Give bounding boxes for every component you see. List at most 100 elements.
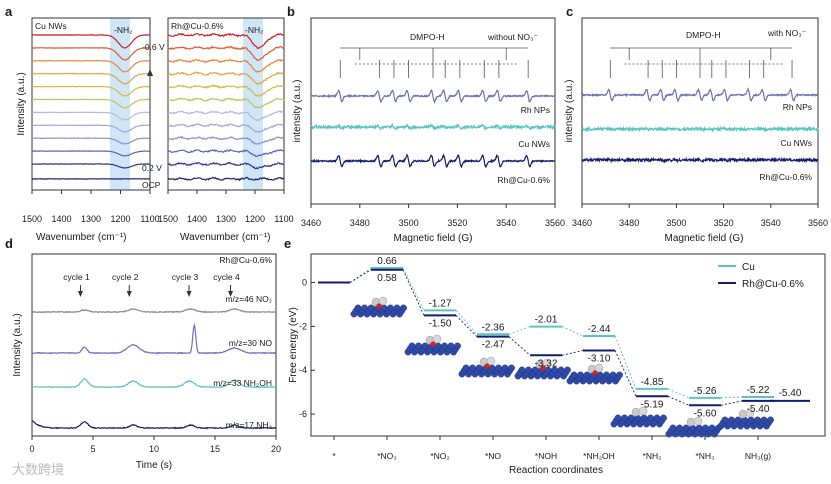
epr-tick-label-3520: 3520 [714,218,734,228]
energy-label-0-5: -2.44 [588,324,611,335]
b-xlabel: Magnetic field (G) [394,233,473,244]
slab-atom [421,342,429,350]
slab-atom [488,364,496,372]
plot-frame-c [581,17,819,205]
ftir-trace-7 [31,124,151,133]
slab-atom [570,371,578,379]
slab-atom [621,414,628,422]
slab-atom [367,304,375,312]
annot-ocp: OCP [142,180,161,190]
energy-label-1-8: -5.40 [747,404,770,415]
ftir-trace-2 [167,58,285,74]
c-legend-rh-nps: Rh NPs [783,102,812,112]
connector-0-5 [614,335,637,390]
slab-atom [747,416,755,424]
d-tick-label-10: 10 [149,444,159,454]
e-energy-labels: 0.66 -1.27 -2.36 -2.01 -2.44 -4.85 -5.26 -5.22 0… [377,256,802,419]
panel-label-e: e [284,236,291,251]
d-xlabel: Time (s) [136,460,172,471]
panel-a: Cu NWs -NH₂ Rh@Cu-0.6% -NH₂ -0.6 V 0.2 V… [16,17,294,243]
d-label-nh2oh: m/z=33 NH₂OH [213,378,272,388]
slab-atom [518,366,526,374]
e-xtick-label-5: *NH₂OH [583,451,615,461]
energy-label-1-6: -5.19 [641,399,664,410]
b-stick-diagram [339,47,529,78]
epr-tick-label-3480: 3480 [619,218,639,228]
slab-atom [583,371,591,379]
cycle-arrowhead-3 [186,291,192,297]
a-right-tick-label-1100: 1100 [274,214,293,224]
ms-trace-3 [31,419,277,430]
a-right-x-ticks: 1500 1400 1300 1200 1100 [158,190,294,224]
panel-label-c: c [566,4,573,19]
slab-atom [441,342,448,350]
potential-arrowhead [147,69,153,76]
e-ylabel: Free energy (eV) [288,307,299,383]
slab-atom [603,371,610,379]
e-ytick-label--2: -2 [299,321,307,331]
b-legend-rh-cu: Rh@Cu-0.6% [497,175,550,185]
panel-d: Rh@Cu-0.6% cycle 1 cycle 2 cycle 3 cycle 4 … [12,253,281,471]
slab-atom [564,366,571,374]
slab-atom [454,342,461,350]
energy-label-0-8: -5.22 [747,385,770,396]
a-left-tick-label-1400: 1400 [51,214,71,224]
connector-0-3 [508,326,531,335]
connector-1-6 [667,395,690,406]
slab-atom [596,371,604,379]
e-ytick-label--4: -4 [299,365,307,375]
a-right-tick-label-1300: 1300 [216,214,236,224]
e-catalyst-slabs [350,296,774,438]
connector-0-4 [561,326,584,337]
cycle-arrowhead-2 [126,291,132,297]
ftir-trace-7 [167,122,285,134]
d-tick-label-15: 15 [210,444,220,454]
e-xtick-label-6: *NH₂ [643,451,662,461]
e-xtick-label-8: NH₃(g) [745,451,771,461]
a-right-band-label: -NH₂ [245,25,263,35]
a-left-tick-label-1100: 1100 [140,214,159,224]
ftir-trace-0 [167,32,285,50]
energy-label-0-6: -4.85 [641,377,664,388]
slab-atom [627,414,635,422]
adsorbate-atom [631,407,641,417]
a-right-traces [167,32,285,182]
annot-0.2v: 0.2 V [142,163,162,173]
a-right-tick-label-1400: 1400 [187,214,207,224]
ftir-trace-8 [31,137,151,145]
adsorbate-atom [693,416,703,426]
e-xtick-label-2: *NO₂ [430,451,449,461]
slab-atom [647,414,654,422]
d-tick-label-5: 5 [90,444,95,454]
ms-trace-2 [31,378,277,389]
e-xtick-label-1: *NO₃ [377,451,397,461]
epr-trace-0 [581,87,819,103]
energy-label-final: -5.40 [779,388,802,399]
epr-trace-2 [581,156,819,164]
energy-label-0-2: -1.27 [429,298,452,309]
slab-atom [501,364,509,372]
b-legend-rh-nps: Rh NPs [521,105,550,115]
c-xlabel: Magnetic field (G) [665,233,744,244]
e-xtick-label-3: *NO [485,451,501,461]
nh2-band-left [110,18,130,190]
adsorbate-atom [745,408,755,418]
slab-atom [734,416,742,424]
ms-trace-1 [31,322,277,355]
ftir-trace-2 [31,59,151,73]
d-ylabel: Intensity (a.u.) [12,313,23,376]
d-title: Rh@Cu-0.6% [219,255,272,265]
adsorbate-atom [486,356,496,366]
cycle-label-1: cycle 1 [63,272,90,282]
ftir-trace-11 [167,176,285,182]
e-legend-cu: Cu [742,262,755,273]
annot-minus-0.6v: -0.6 V [142,42,165,52]
slab-atom [640,414,648,422]
a-right-tick-label-1200: 1200 [245,214,265,224]
ftir-trace-4 [167,84,285,98]
b-ylabel: intensity (a.u.) [292,80,303,143]
ftir-trace-1 [167,45,285,61]
slab-atom [728,416,735,424]
e-xtick-label-0: * [332,451,336,461]
